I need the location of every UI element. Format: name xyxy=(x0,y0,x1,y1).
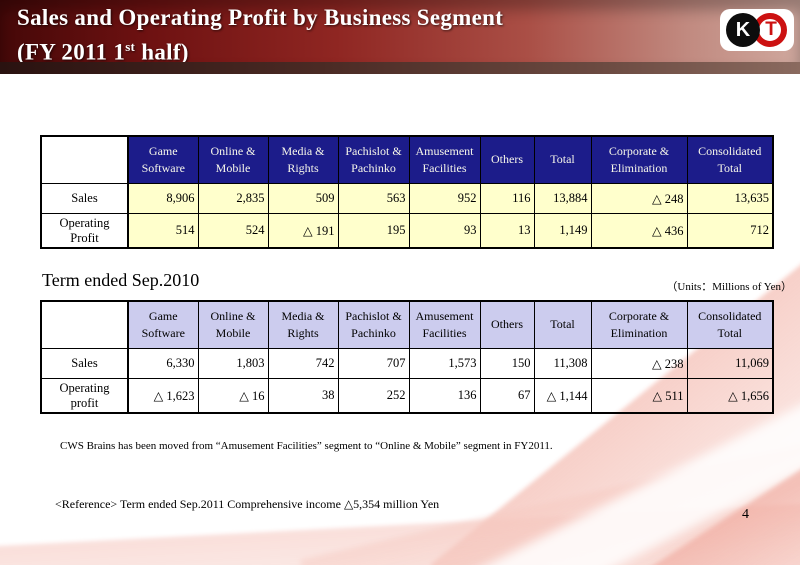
cell: 514 xyxy=(127,213,199,249)
koei-tecmo-logo: T K xyxy=(720,9,794,51)
table-row-sales: Sales 8,906 2,835 509 563 952 116 13,884… xyxy=(40,183,774,214)
cell: 6,330 xyxy=(127,348,199,379)
cell: 509 xyxy=(267,183,339,214)
cell: 563 xyxy=(337,183,410,214)
column-header: Online & Mobile xyxy=(197,135,269,184)
cell: 952 xyxy=(408,183,481,214)
cell: △ 1,623 xyxy=(127,378,199,414)
banner-underbar xyxy=(0,62,800,74)
column-header: Game Software xyxy=(127,300,199,349)
cell: △ 248 xyxy=(590,183,688,214)
column-header: Amusement Facilities xyxy=(408,135,481,184)
column-header: Online & Mobile xyxy=(197,300,269,349)
fy2011-segment-table: Game Software Online & Mobile Media & Ri… xyxy=(40,135,774,249)
page-number: 4 xyxy=(742,507,749,522)
column-header: Amusement Facilities xyxy=(408,300,481,349)
column-header: Corporate & Elimination xyxy=(590,300,688,349)
cell: 8,906 xyxy=(127,183,199,214)
column-header: Corporate & Elimination xyxy=(590,135,688,184)
cell: 93 xyxy=(408,213,481,249)
title-line2-end: half) xyxy=(135,39,189,65)
column-header: Pachislot & Pachinko xyxy=(337,135,410,184)
table-row-sales: Sales 6,330 1,803 742 707 1,573 150 11,3… xyxy=(40,348,774,379)
title-banner: Sales and Operating Profit by Business S… xyxy=(0,0,800,65)
table-row-operating-profit: Operating Profit 514 524 △ 191 195 93 13… xyxy=(40,213,774,249)
cell: 2,835 xyxy=(197,183,269,214)
cell: △ 1,656 xyxy=(686,378,774,414)
cell: 13,884 xyxy=(533,183,592,214)
reference-note: <Reference> Term ended Sep.2011 Comprehe… xyxy=(55,497,440,511)
cell: 742 xyxy=(267,348,339,379)
column-header: Media & Rights xyxy=(267,135,339,184)
cell: △ 511 xyxy=(590,378,688,414)
table-row-operating-profit: Operating profit △ 1,623 △ 16 38 252 136… xyxy=(40,378,774,414)
logo-k-circle-icon: K xyxy=(726,13,760,47)
cell: △ 16 xyxy=(197,378,269,414)
logo-letter-t: T xyxy=(765,19,777,40)
corner-cell xyxy=(40,135,129,184)
column-header: Consolidated Total xyxy=(686,135,774,184)
cell: 1,803 xyxy=(197,348,269,379)
cell: 150 xyxy=(479,348,535,379)
column-header: Game Software xyxy=(127,135,199,184)
cell: △ 1,144 xyxy=(533,378,592,414)
column-header: Consolidated Total xyxy=(686,300,774,349)
column-header: Others xyxy=(479,135,535,184)
units-label: （Units：Millions of Yen） xyxy=(666,281,792,293)
column-header: Others xyxy=(479,300,535,349)
row-label: Operating Profit xyxy=(40,213,129,249)
slide-title: Sales and Operating Profit by Business S… xyxy=(17,3,503,67)
cell: 1,573 xyxy=(408,348,481,379)
cell: 38 xyxy=(267,378,339,414)
title-superscript: st xyxy=(125,39,136,54)
sep2010-section-title: Term ended Sep.2010 xyxy=(42,270,200,290)
cell: 707 xyxy=(337,348,410,379)
cell: △ 238 xyxy=(590,348,688,379)
cell: 67 xyxy=(479,378,535,414)
cell: 13 xyxy=(479,213,535,249)
cell: 712 xyxy=(686,213,774,249)
cell: 252 xyxy=(337,378,410,414)
cell: △ 191 xyxy=(267,213,339,249)
cell: 136 xyxy=(408,378,481,414)
cell: 195 xyxy=(337,213,410,249)
column-header: Total xyxy=(533,135,592,184)
corner-cell xyxy=(40,300,129,349)
row-label: Sales xyxy=(40,183,129,214)
cell: 524 xyxy=(197,213,269,249)
column-header: Total xyxy=(533,300,592,349)
cell: 1,149 xyxy=(533,213,592,249)
column-header: Pachislot & Pachinko xyxy=(337,300,410,349)
cell: 13,635 xyxy=(686,183,774,214)
segment-move-note: CWS Brains has been moved from “Amusemen… xyxy=(60,440,553,452)
sep2010-segment-table: Game Software Online & Mobile Media & Ri… xyxy=(40,300,774,414)
cell: △ 436 xyxy=(590,213,688,249)
cell: 11,069 xyxy=(686,348,774,379)
logo-letter-k: K xyxy=(735,18,751,41)
column-header: Media & Rights xyxy=(267,300,339,349)
row-label: Sales xyxy=(40,348,129,379)
cell: 116 xyxy=(479,183,535,214)
cell: 11,308 xyxy=(533,348,592,379)
header-row: Game Software Online & Mobile Media & Ri… xyxy=(40,135,774,184)
title-line1: Sales and Operating Profit by Business S… xyxy=(17,5,504,30)
header-row: Game Software Online & Mobile Media & Ri… xyxy=(40,300,774,349)
title-line2: (FY 2011 1 xyxy=(17,39,126,65)
row-label: Operating profit xyxy=(40,378,129,414)
